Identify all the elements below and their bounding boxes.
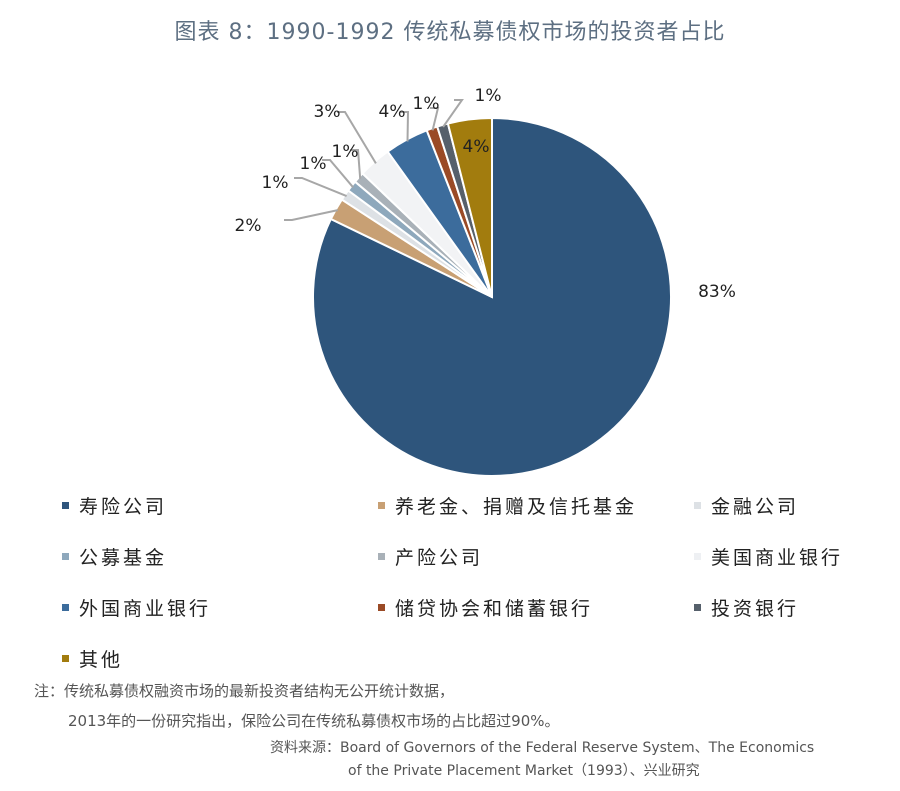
leader-line-5: [337, 111, 377, 164]
legend-swatch: [694, 603, 701, 611]
leader-line-3: [322, 159, 354, 188]
legend-label: 金融公司: [711, 495, 800, 518]
source-line-2: of the Private Placement Market（1993）、兴业…: [348, 763, 700, 779]
legend-label: 其他: [79, 648, 124, 671]
slice-label-7: 1%: [413, 94, 440, 114]
slice-label-9: 4%: [463, 137, 490, 157]
chart-title: 图表 8：1990-1992 传统私募债权市场的投资者占比: [174, 20, 726, 45]
pie-slices: [312, 116, 672, 477]
legend-swatch: [62, 603, 69, 611]
leader-lines: [284, 99, 464, 221]
legend-swatch: [378, 501, 385, 509]
legend-item-foreign-commercial-banks: 外国商业银行: [62, 594, 211, 620]
leader-line-7: [430, 107, 440, 131]
slice-label-0: 83%: [698, 282, 736, 302]
legend-swatch: [694, 501, 701, 509]
legend-item-us-commercial-banks: 美国商业银行: [694, 543, 843, 569]
slice-label-5: 3%: [314, 102, 341, 122]
slice-labels: 83%2%1%1%1%3% 4% 1% 1%4%: [235, 86, 736, 302]
leader-line-4: [350, 149, 362, 179]
legend-item-life-insurance: 寿险公司: [62, 492, 167, 518]
legend-item-savings-and-loans: 储贷协会和储蓄银行: [378, 594, 593, 620]
leader-line-8: [442, 99, 464, 128]
source-line-1: 资料来源：Board of Governors of the Federal R…: [270, 740, 815, 756]
legend-label: 寿险公司: [79, 495, 168, 518]
slice-label-1: 2%: [235, 216, 262, 236]
note-line-2: 2013年的一份研究指出，保险公司在传统私募债权市场的占比超过90%。: [68, 712, 560, 730]
legend-label: 产险公司: [395, 546, 484, 569]
legend-swatch: [62, 654, 69, 662]
legend-label: 外国商业银行: [79, 597, 212, 620]
legend-item-mutual-funds: 公募基金: [62, 543, 167, 569]
legend-label: 投资银行: [711, 597, 800, 620]
legend-item-pension-endowment-trust: 养老金、捐赠及信托基金: [378, 492, 637, 518]
legend-item-property-insurance: 产险公司: [378, 543, 483, 569]
legend-label: 储贷协会和储蓄银行: [395, 597, 594, 620]
legend-label: 公募基金: [79, 546, 168, 569]
leader-line-1: [284, 209, 339, 221]
legend-swatch: [694, 552, 701, 560]
slice-label-6: 4%: [379, 102, 406, 122]
slice-label-8: 1%: [475, 86, 502, 106]
note-line-1: 注：传统私募债权融资市场的最新投资者结构无公开统计数据，: [34, 682, 455, 700]
legend-swatch: [378, 603, 385, 611]
legend-swatch: [62, 501, 69, 509]
legend-label: 美国商业银行: [711, 546, 844, 569]
legend-item-investment-banks: 投资银行: [694, 594, 799, 620]
legend-label: 养老金、捐赠及信托基金: [395, 495, 638, 518]
leader-line-2: [294, 177, 347, 198]
legend-swatch: [378, 552, 385, 560]
slice-label-3: 1%: [300, 154, 327, 174]
legend-swatch: [62, 552, 69, 560]
slice-label-4: 1%: [332, 142, 359, 162]
pie-slice-9: [446, 116, 493, 298]
slice-label-2: 1%: [262, 173, 289, 193]
legend-item-others: 其他: [62, 645, 123, 671]
legend-item-finance-company: 金融公司: [694, 492, 799, 518]
leader-line-6: [400, 111, 410, 142]
